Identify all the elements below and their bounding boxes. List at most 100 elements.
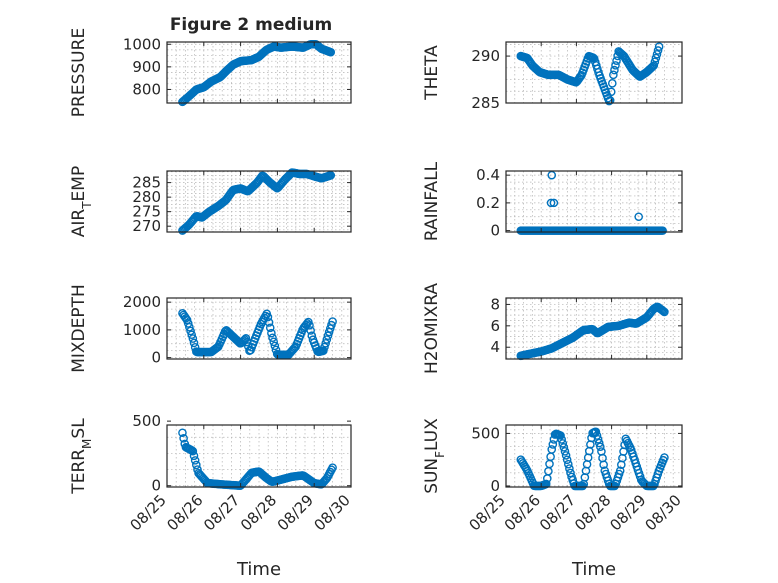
data-point: [240, 335, 250, 344]
data-point: [178, 428, 187, 438]
axes-frame: [166, 41, 352, 104]
y-tick-label: 1000: [123, 321, 161, 339]
data-point: [270, 341, 280, 351]
data-point: [652, 49, 662, 59]
x-tick-label: 08/27: [536, 491, 579, 534]
data-point: [326, 171, 336, 180]
data-point: [599, 460, 608, 469]
y-axis-label: PRESSURE: [69, 28, 89, 117]
data-point: [649, 61, 659, 70]
y-axis-label: RAINFALL: [422, 161, 442, 241]
x-tick-label: 08/26: [163, 491, 206, 534]
y-axis-label: TERRMSL: [69, 418, 94, 495]
data-point: [189, 338, 199, 348]
x-tick-label: 08/29: [606, 491, 649, 534]
y-tick-label: 285: [132, 174, 161, 192]
axes-frame: [505, 297, 683, 360]
data-point: [185, 322, 194, 332]
subplot-6: 4 6 8 H2OMIXRA: [422, 283, 683, 374]
y-tick-label: 275: [132, 203, 161, 221]
data-point: [328, 463, 337, 472]
series-markers: [516, 302, 669, 361]
data-point: [548, 440, 558, 449]
y-axis-label: SUNFLUX: [422, 418, 447, 494]
y-tick-label: 500: [132, 412, 161, 430]
y-axis-label: THETA: [422, 45, 442, 101]
subplot-1: 800 900 1000 PRESSURE: [69, 28, 352, 117]
data-point: [187, 330, 196, 340]
figure-title: Figure 2 medium: [170, 15, 332, 35]
data-point: [591, 427, 601, 437]
series-markers: [178, 428, 337, 490]
data-point: [188, 446, 198, 456]
x-tick-label: 08/25: [127, 491, 170, 534]
series-markers: [178, 39, 336, 107]
data-point: [593, 434, 603, 444]
series-markers: [516, 427, 669, 491]
data-point: [305, 320, 314, 330]
y-tick-label: 270: [132, 217, 161, 235]
data-point: [544, 466, 553, 476]
data-point: [186, 326, 195, 336]
y-tick-label: 500: [471, 424, 500, 442]
data-point: [263, 312, 273, 322]
y-tick-label: 280: [132, 188, 161, 206]
data-point: [270, 182, 280, 191]
y-tick-label: 0: [490, 477, 500, 495]
data-point: [562, 455, 572, 465]
series-markers: [516, 170, 667, 235]
data-point: [193, 465, 202, 474]
y-axis-label: H2OMIXRA: [422, 283, 442, 374]
data-point: [609, 70, 618, 80]
data-point: [605, 96, 615, 105]
data-point: [596, 442, 605, 452]
y-tick-label: 800: [132, 80, 161, 98]
y-tick-label: 0: [151, 477, 161, 495]
axes-frame: [505, 41, 683, 104]
data-point: [576, 72, 585, 82]
x-axis-label: Time: [236, 559, 281, 580]
data-point: [265, 323, 275, 333]
x-axis-label: Time: [571, 559, 616, 580]
y-axis-label: MIXDEPTH: [69, 284, 89, 373]
data-point: [557, 435, 566, 444]
data-point: [189, 451, 199, 461]
data-point: [188, 334, 198, 343]
data-point: [549, 198, 559, 208]
data-point: [319, 346, 328, 355]
y-tick-label: 285: [471, 94, 500, 112]
data-point: [269, 337, 278, 347]
data-point: [264, 318, 274, 327]
x-tick-label: 08/30: [642, 491, 685, 534]
axes-frame: [505, 170, 683, 233]
data-point: [326, 47, 336, 57]
data-point: [634, 212, 644, 222]
data-point: [547, 445, 557, 454]
data-point: [606, 87, 616, 97]
data-point: [658, 306, 668, 316]
data-point: [565, 464, 574, 473]
data-point: [560, 447, 570, 456]
data-point: [545, 459, 554, 469]
data-point: [546, 452, 555, 462]
data-point: [241, 334, 251, 343]
x-tick-label: 08/29: [274, 491, 317, 534]
data-point: [267, 328, 276, 338]
data-point: [653, 46, 663, 55]
data-point: [607, 79, 617, 88]
data-point: [320, 342, 329, 352]
data-point: [321, 338, 330, 348]
data-point: [588, 53, 598, 62]
data-point: [322, 335, 332, 344]
subplot-2: 285 290 THETA: [422, 41, 683, 112]
data-point: [268, 333, 277, 343]
data-point: [660, 307, 669, 317]
data-point: [558, 439, 568, 448]
y-tick-label: 1000: [123, 35, 161, 53]
data-point: [302, 319, 312, 328]
x-tick-label: 08/25: [466, 491, 509, 534]
y-axis-label: AIRTEMP: [69, 166, 94, 237]
axes-frame: [505, 424, 683, 488]
